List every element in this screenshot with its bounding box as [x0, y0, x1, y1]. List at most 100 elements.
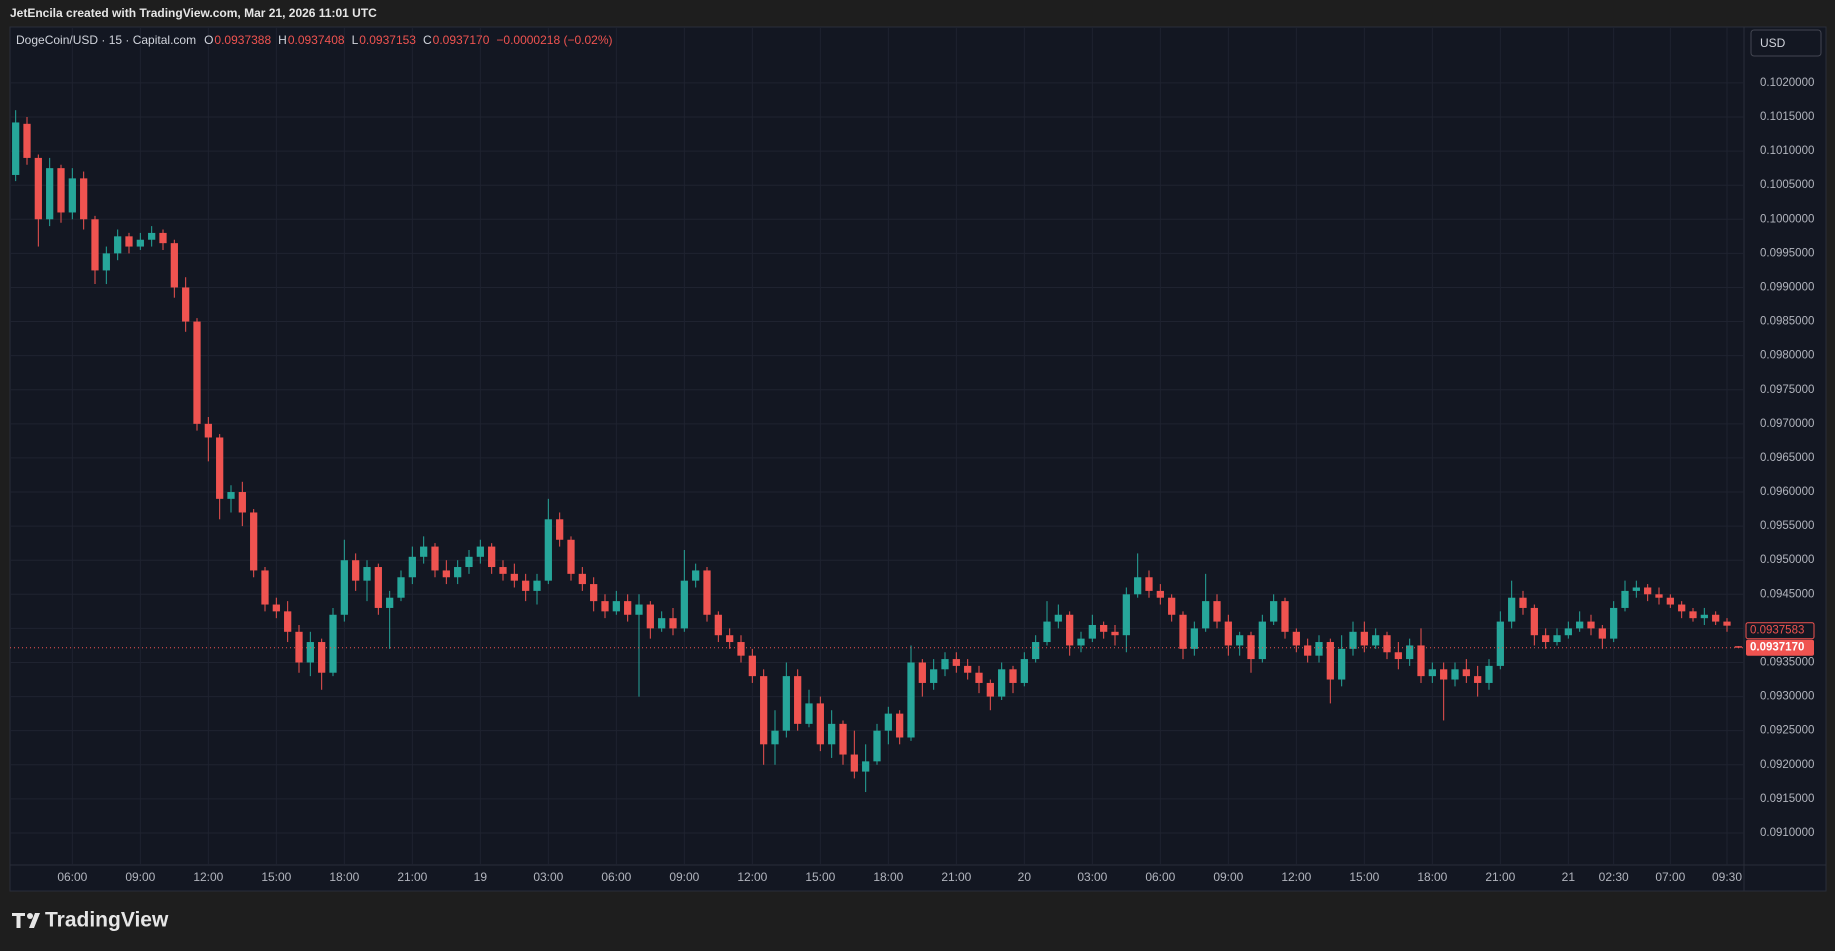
candle-body — [216, 437, 224, 499]
candle-body — [1428, 669, 1436, 677]
candle-body — [454, 567, 462, 578]
y-tick-label: 0.1020000 — [1760, 77, 1814, 89]
candle-body — [1202, 601, 1210, 629]
x-tick-label: 06:00 — [57, 870, 87, 884]
candle-body — [363, 567, 371, 581]
legend-key: C — [423, 33, 432, 47]
legend-value: 0.0937170 — [433, 33, 490, 47]
candle-body — [306, 642, 314, 663]
candle-body — [1530, 607, 1538, 636]
last-price-label: 0.0937170 — [1750, 642, 1804, 654]
x-tick-label: 18:00 — [1417, 870, 1447, 884]
candle-body — [1066, 614, 1074, 646]
candle-body — [726, 635, 734, 643]
x-tick-label: 20 — [1018, 870, 1032, 884]
candle-body — [1734, 646, 1742, 648]
candle-body — [1009, 669, 1017, 683]
x-tick-label: 21:00 — [1485, 870, 1515, 884]
candle-body — [658, 618, 666, 629]
candle-body — [794, 676, 802, 724]
y-tick-label: 0.0985000 — [1760, 316, 1814, 328]
legend-key: O — [204, 33, 213, 47]
candle-body — [46, 168, 54, 220]
candle-body — [714, 614, 722, 636]
candle-body — [476, 546, 484, 557]
candle-body — [1054, 614, 1062, 622]
candle-body — [1542, 635, 1550, 643]
candle-body — [318, 642, 326, 673]
x-tick-label: 02:30 — [1599, 870, 1629, 884]
candle-body — [159, 232, 167, 244]
candle-body — [34, 157, 42, 220]
candle-body — [1292, 631, 1300, 646]
candle-body — [397, 577, 405, 598]
candle-body — [136, 239, 144, 247]
candle-body — [227, 492, 235, 499]
candle-body — [1610, 607, 1618, 639]
y-tick-label: 0.0925000 — [1760, 725, 1814, 737]
candle-body — [57, 168, 65, 213]
currency-button[interactable] — [1750, 29, 1822, 57]
candle-body — [1689, 611, 1697, 619]
candle-body — [386, 597, 394, 608]
candle-body — [1088, 624, 1096, 639]
candle-body — [1190, 628, 1198, 649]
x-tick-label: 06:00 — [1145, 870, 1175, 884]
y-tick-label: 0.0955000 — [1760, 520, 1814, 532]
x-tick-label: 12:00 — [193, 870, 223, 884]
legend-value: 0.0937408 — [288, 33, 345, 47]
candle-body — [1462, 669, 1470, 677]
candle-body — [1236, 635, 1244, 646]
candle-body — [1360, 631, 1368, 646]
candle-body — [1304, 645, 1312, 656]
candle-body — [420, 546, 428, 557]
candle-body — [465, 556, 473, 568]
legend-title: DogeCoin/USD · 15 · Capital.com — [16, 33, 196, 47]
candle-body — [635, 604, 643, 615]
x-tick-label: 09:00 — [1213, 870, 1243, 884]
candle-body — [102, 253, 110, 271]
candle-body — [1326, 642, 1334, 680]
x-tick-label: 19 — [474, 870, 488, 884]
candle-body — [839, 723, 847, 755]
candle-body — [771, 730, 779, 745]
candle-body — [1247, 635, 1255, 660]
y-tick-label: 0.1000000 — [1760, 213, 1814, 225]
candle-body — [986, 682, 994, 697]
candle-body — [975, 672, 983, 683]
y-tick-label: 0.1005000 — [1760, 179, 1814, 191]
candle-body — [1644, 587, 1652, 595]
candle-body — [828, 723, 836, 745]
x-tick-label: 12:00 — [737, 870, 767, 884]
candle-body — [907, 662, 915, 738]
candle-body — [918, 662, 926, 683]
logo-dot — [27, 913, 33, 919]
candle-body — [1564, 628, 1572, 636]
candle-body — [1156, 590, 1164, 598]
candle-body — [1485, 665, 1493, 683]
candle-body — [1587, 621, 1595, 629]
candle-body — [1655, 594, 1663, 598]
candle-body — [68, 178, 76, 213]
plot-area — [10, 27, 1744, 865]
y-tick-label: 0.0970000 — [1760, 418, 1814, 430]
candle-body — [1224, 621, 1232, 646]
x-tick-label: 21:00 — [397, 870, 427, 884]
candle-body — [170, 243, 178, 288]
candle-body — [125, 236, 133, 247]
candle-body — [805, 703, 813, 724]
candle-body — [1666, 597, 1674, 605]
candle-body — [862, 761, 870, 772]
candle-body — [408, 556, 416, 578]
x-tick-label: 18:00 — [873, 870, 903, 884]
candle-body — [1111, 631, 1119, 636]
brand-name: TradingView — [45, 909, 169, 932]
candle-body — [692, 570, 700, 581]
candle-body — [669, 618, 677, 629]
candle-body — [1372, 635, 1380, 646]
x-tick-label: 21:00 — [941, 870, 971, 884]
candle-body — [1621, 590, 1629, 608]
y-tick-label: 0.0960000 — [1760, 486, 1814, 498]
candle-body — [624, 601, 632, 615]
